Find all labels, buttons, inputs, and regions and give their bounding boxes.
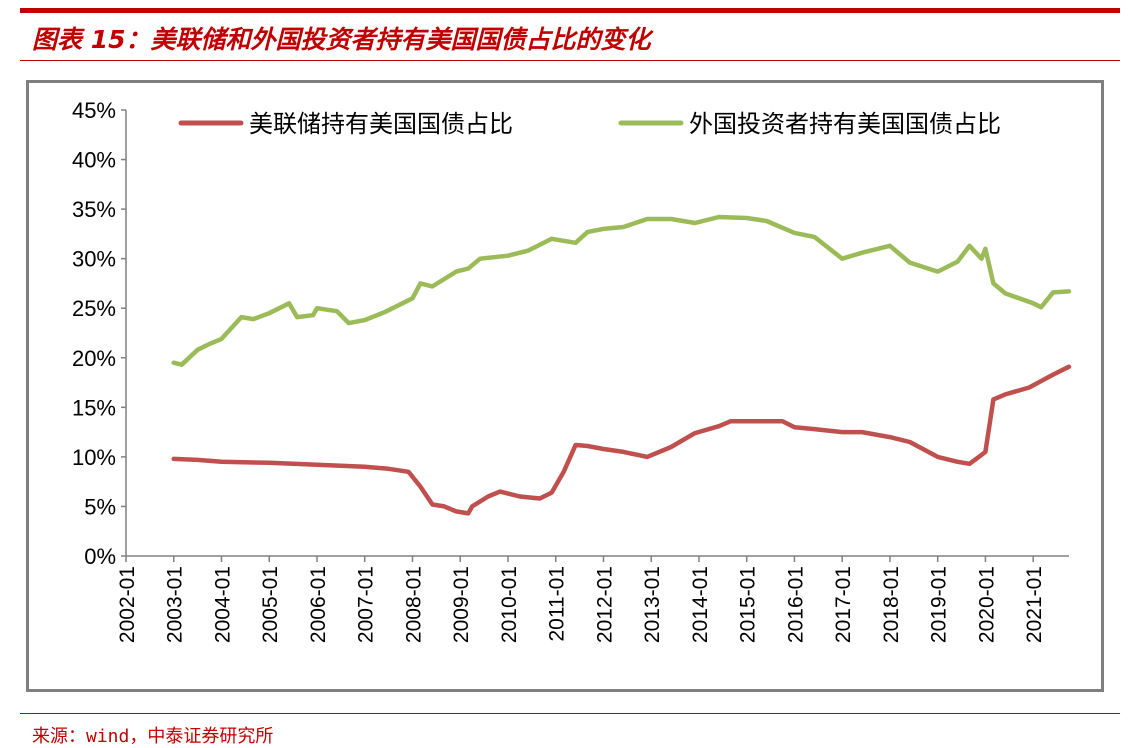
y-tick-label: 5%	[84, 494, 116, 519]
x-tick-label: 2009-01	[450, 566, 473, 643]
y-axis-ticks: 0% 5% 10% 15% 20% 25% 30% 35% 40% 45%	[72, 98, 126, 569]
legend-label: 外国投资者持有美国国债占比	[689, 110, 1001, 138]
line-chart: 0% 5% 10% 15% 20% 25% 30% 35% 40% 45% 2002-01 2003…	[72, 98, 1072, 643]
chart-frame: 0% 5% 10% 15% 20% 25% 30% 35% 40% 45% 2002-01 2003…	[26, 80, 1104, 692]
x-tick-label: 2012-01	[593, 566, 616, 643]
axes	[125, 110, 1069, 557]
x-tick-label: 2007-01	[355, 566, 378, 643]
source-note: 来源：wind，中泰证券研究所	[32, 726, 274, 747]
footer-divider	[20, 713, 1120, 714]
x-tick-label: 2018-01	[880, 566, 903, 643]
x-tick-label: 2002-01	[116, 566, 139, 643]
figure-title: 图表 15：美联储和外国投资者持有美国国债占比的变化	[32, 25, 651, 54]
y-tick-label: 40%	[72, 148, 116, 173]
y-tick-label: 15%	[72, 395, 116, 420]
series-lines	[171, 214, 1072, 516]
x-tick-label: 2004-01	[211, 566, 234, 643]
x-tick-label: 2013-01	[641, 566, 664, 643]
y-tick-label: 10%	[72, 445, 116, 470]
x-tick-label: 2010-01	[498, 566, 521, 643]
title-divider	[20, 60, 1120, 61]
x-tick-label: 2014-01	[689, 566, 712, 643]
y-tick-label: 30%	[72, 247, 116, 272]
series-line-fed	[171, 364, 1072, 516]
legend-label: 美联储持有美国国债占比	[249, 110, 513, 138]
y-tick-label: 25%	[72, 296, 116, 321]
x-tick-label: 2021-01	[1023, 566, 1046, 643]
x-tick-label: 2006-01	[307, 566, 330, 643]
x-tick-label: 2003-01	[164, 566, 187, 643]
x-tick-label: 2015-01	[737, 566, 760, 643]
x-tick-label: 2019-01	[928, 566, 951, 643]
x-axis-ticks: 2002-01 2003-01 2004-01 2005-01 2006-01 2007-…	[116, 556, 1046, 643]
y-tick-label: 20%	[72, 346, 116, 371]
series-line-foreign	[171, 214, 1072, 367]
y-tick-label: 0%	[84, 544, 116, 569]
x-tick-label: 2016-01	[784, 566, 807, 643]
legend: 美联储持有美国国债占比 外国投资者持有美国国债占比	[178, 110, 1001, 138]
top-accent-bar	[20, 8, 1120, 13]
x-tick-label: 2011-01	[546, 566, 569, 642]
x-tick-label: 2017-01	[832, 566, 855, 643]
x-tick-label: 2008-01	[402, 566, 425, 643]
x-tick-label: 2005-01	[259, 566, 282, 643]
y-tick-label: 35%	[72, 197, 116, 222]
y-tick-label: 45%	[72, 98, 116, 123]
x-tick-label: 2020-01	[975, 566, 998, 643]
